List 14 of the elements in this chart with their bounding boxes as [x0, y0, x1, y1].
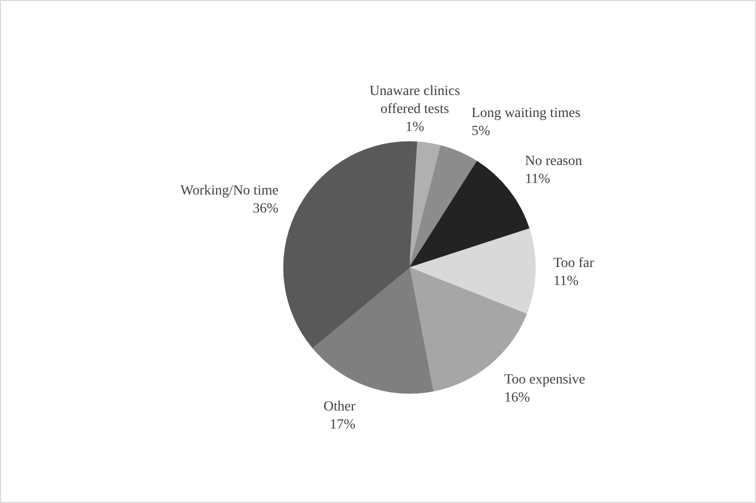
data-label: 17% — [330, 418, 356, 433]
slice-label: Unaware clinics offered tests — [369, 84, 460, 118]
slice-label: Other — [324, 400, 356, 415]
slice-label: Working/No time — [180, 184, 278, 199]
slice-label: Too far — [553, 256, 594, 271]
data-label: 5% — [472, 124, 491, 139]
data-label: 11% — [524, 172, 550, 188]
data-label: 11% — [553, 274, 579, 289]
data-label: 36% — [252, 202, 279, 217]
slice-label: Long waiting times — [472, 106, 580, 121]
slice-label: Too expensive — [504, 372, 586, 388]
slice-label: No reason — [524, 154, 582, 170]
data-label: 1% — [405, 120, 424, 136]
data-label: 16% — [504, 390, 530, 406]
